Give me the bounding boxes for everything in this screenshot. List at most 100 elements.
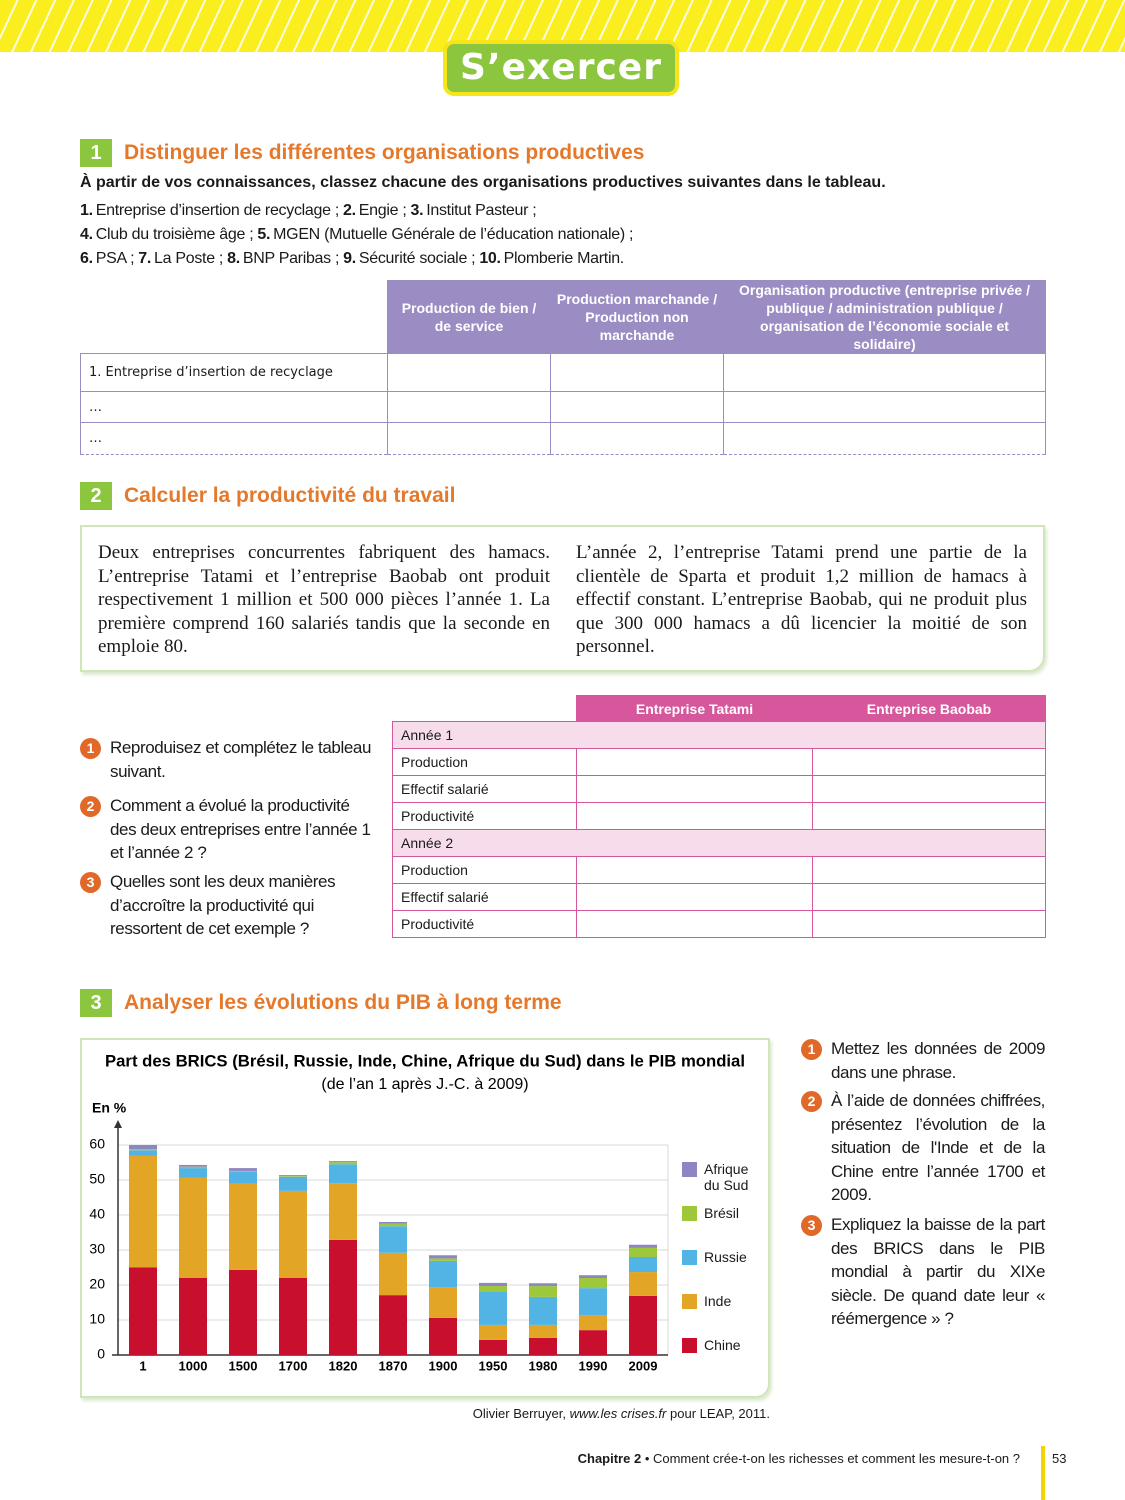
column-header: Production de bien / de service [387,280,551,354]
legend-label: Inde [704,1293,732,1309]
empty-cell [812,856,1046,884]
bar-segment [179,1168,207,1178]
legend-label: Chine [704,1337,741,1353]
legend-swatch [682,1206,697,1221]
item-text: Sécurité sociale ; [358,250,476,267]
chart-box [80,1038,770,1398]
bar-segment [429,1287,457,1318]
row-label: Productivité [392,802,577,830]
bar-segment [579,1275,607,1278]
item-line: 1. Entreprise d’insertion de recyclage ; 2… [80,202,540,220]
bar-segment [429,1317,457,1355]
bar-segment [279,1278,307,1355]
bar-segment [479,1324,507,1340]
item: 4. Club du troisième âge ; [80,226,254,243]
question-number: 3 [80,872,101,893]
exercise-number: 2 [80,482,112,510]
bar-segment [329,1239,357,1355]
item: 2. Engie ; [343,202,407,219]
x-tick-label: 2009 [629,1358,658,1373]
chart-subtitle: (de l’an 1 après J.-C. à 2009) [321,1076,528,1093]
empty-cell [723,391,1046,423]
item: 1. Entreprise d’insertion de recyclage ; [80,202,339,219]
y-tick-label: 20 [89,1276,105,1292]
row-label: Effectif salarié [392,883,577,911]
question-text: Reproduisez et complétez le tableau suiv… [110,738,371,781]
bar-segment [429,1260,457,1288]
item: 5. MGEN (Mutuelle Générale de l’éducation… [257,226,633,243]
bar-segment [329,1183,357,1240]
question-text: Mettez les données de 2009 dans une phra… [831,1039,1045,1082]
bar-segment [179,1278,207,1355]
bar-segment [579,1288,607,1316]
empty-cell [387,353,551,392]
page-number: 53 [1052,1451,1067,1466]
bar-segment [479,1292,507,1325]
item-text: Institut Pasteur ; [426,202,537,219]
row-label: … [80,422,388,455]
bar-segment [529,1296,557,1325]
question-text: Comment a évolué la productivité des deu… [110,796,371,862]
empty-cell [576,802,813,830]
exercise-title: Distinguer les différentes organisations… [124,141,645,164]
legend-swatch [682,1250,697,1265]
legend-label: Afrique du Sud [704,1161,749,1193]
x-tick-label: 1500 [229,1358,258,1373]
text-box [80,525,1045,672]
item-text: Entreprise d’insertion de recyclage ; [95,202,340,219]
blank-header [392,695,577,722]
header-title: S’exercer [443,40,679,96]
bar-segment [179,1177,207,1278]
bar-segment [129,1150,157,1156]
item-text: Plomberie Martin. [503,250,625,267]
bar-segment [629,1247,657,1257]
bar-segment [279,1190,307,1278]
x-tick-label: 1990 [579,1358,608,1373]
x-tick-label: 1870 [379,1358,408,1373]
exercise-number: 1 [80,139,112,167]
table-row: 1. Entreprise d’insertion de recyclage [80,353,1046,392]
x-tick-label: 1000 [179,1358,208,1373]
table-row: … [80,391,1046,423]
y-tick-label: 50 [89,1171,105,1187]
table-row: Effectif salarié [392,775,1046,803]
y-tick-label: 60 [89,1136,105,1152]
item-text: BNP Paribas ; [242,250,340,267]
chapter: Chapitre 2 [577,1451,642,1466]
paragraph: L’année 2, l’entreprise Tatami prend une… [576,542,1027,657]
empty-cell [576,775,813,803]
legend-label: Brésil [704,1205,740,1221]
bar-segment [129,1267,157,1355]
y-tick-label: 30 [89,1241,105,1257]
bar-segment [629,1257,657,1273]
footer: Chapitre 2 • Comment crée-t-on les riche… [578,1451,1020,1466]
x-tick-label: 1980 [529,1358,558,1373]
question-number: 2 [80,796,101,817]
item: 9. Sécurité sociale ; [343,250,475,267]
x-tick-label: 1700 [279,1358,308,1373]
empty-cell [812,802,1046,830]
bar-segment [479,1282,507,1287]
column-header: Production marchande / Production non ma… [550,280,724,354]
table-row: Productivité [392,802,1046,830]
bar-segment [329,1164,357,1184]
bar-segment [579,1330,607,1355]
bar-segment [529,1337,557,1355]
empty-cell [576,748,813,776]
empty-cell [550,422,724,455]
item-line: 4. Club du troisième âge ; 5. MGEN (Mutuell… [80,226,637,244]
legend-swatch [682,1338,697,1353]
item-text: MGEN (Mutuelle Générale de l’éducation n… [273,226,634,243]
source-rest: pour LEAP, 2011. [670,1406,770,1421]
table-row: Production [392,748,1046,776]
row-label: 1. Entreprise d’insertion de recyclage [80,353,388,392]
bar-segment [129,1149,157,1151]
bar-segment [479,1286,507,1292]
empty-cell [550,391,724,423]
question-text: Quelles sont les deux manières d’accroît… [110,872,336,938]
bar-segment [579,1278,607,1289]
legend-swatch [682,1162,697,1177]
bar-segment [179,1166,207,1169]
productivity-table: Entreprise Tatami Entreprise Baobab Année… [392,695,1046,938]
item-text: La Poste ; [154,250,224,267]
